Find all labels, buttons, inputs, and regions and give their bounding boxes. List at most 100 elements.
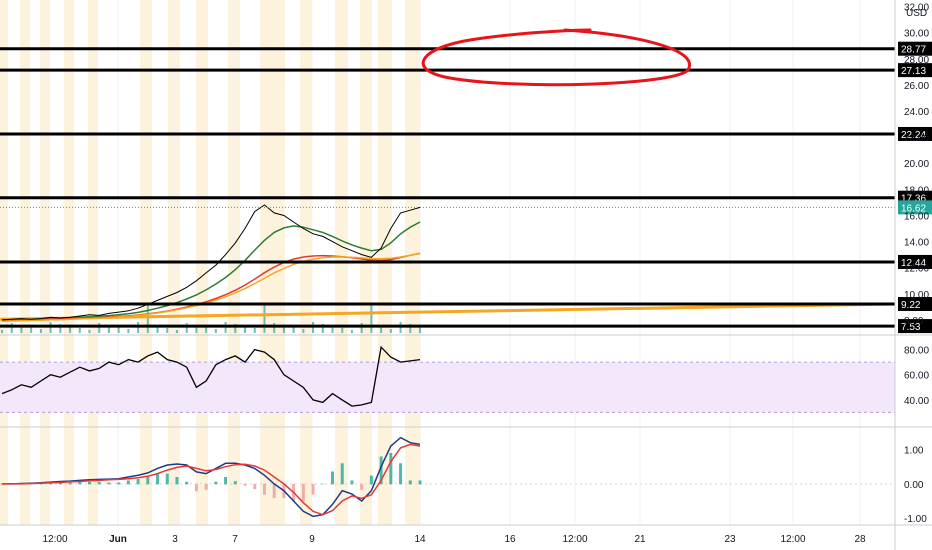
level-tag-6 bbox=[898, 319, 932, 334]
macd-hist-bar-13 bbox=[126, 480, 130, 485]
moving-average-line-2 bbox=[1, 252, 421, 322]
level-label-0: 28.77 bbox=[901, 45, 926, 56]
rsi-tick-label-1: 60.00 bbox=[904, 371, 929, 382]
macd-hist-bar-41 bbox=[399, 463, 403, 485]
volume-bar-37 bbox=[360, 323, 363, 333]
macd-hist-bar-24 bbox=[233, 481, 237, 485]
currency-label: USD bbox=[906, 8, 927, 19]
level-label-4: 12.44 bbox=[901, 258, 926, 269]
macd-hist-bar-21 bbox=[204, 483, 208, 490]
macd-hist-bar-27 bbox=[262, 483, 266, 495]
volume-bar-30 bbox=[292, 327, 295, 333]
macd-hist-bar-14 bbox=[136, 479, 140, 485]
volume-bar-13 bbox=[127, 329, 130, 333]
level-label-3: 17.36 bbox=[901, 194, 926, 205]
volume-bar-18 bbox=[175, 330, 178, 333]
price-tick-label-5: 22.00 bbox=[904, 133, 929, 144]
level-tag-0 bbox=[898, 41, 932, 56]
volume-bar-24 bbox=[234, 324, 237, 333]
time-tick-label-8: 21 bbox=[634, 534, 646, 545]
level-label-6: 7.53 bbox=[901, 322, 921, 333]
long-term-ma-line bbox=[0, 302, 896, 321]
level-tag-5 bbox=[898, 297, 932, 312]
price-tick-label-10: 12.00 bbox=[904, 264, 929, 275]
volume-bar-22 bbox=[214, 329, 217, 333]
macd-hist-bar-26 bbox=[253, 483, 257, 490]
price-tick-label-3: 26.00 bbox=[904, 81, 929, 92]
volume-bar-43 bbox=[419, 326, 421, 333]
price-tick-label-12: 8.00 bbox=[904, 316, 924, 327]
time-tick-label-1: Jun bbox=[109, 534, 127, 545]
macd-hist-bar-32 bbox=[311, 483, 315, 495]
volume-bar-8 bbox=[78, 328, 81, 333]
rsi-tick-label-0: 80.00 bbox=[904, 346, 929, 357]
volume-bar-21 bbox=[205, 327, 208, 333]
time-axis[interactable]: 12:00 Jun 3 7 9 14 16 12:00 21 23 12:00 28 bbox=[42, 534, 866, 545]
price-tick-label-7: 18.00 bbox=[904, 185, 929, 196]
horizontal-levels[interactable]: 28.77 27.13 22.24 17.36 12.44 9.22 7.53 bbox=[0, 41, 932, 334]
macd-hist-bar-19 bbox=[185, 481, 189, 485]
volume-bar-16 bbox=[156, 326, 159, 333]
time-tick-label-7: 12:00 bbox=[562, 534, 587, 545]
volume-bar-27 bbox=[263, 303, 266, 333]
price-line bbox=[1, 204, 421, 321]
macd-hist-bar-11 bbox=[107, 482, 111, 485]
volume-bar-10 bbox=[98, 323, 101, 333]
time-tick-label-5: 14 bbox=[414, 534, 426, 545]
moving-average-lines bbox=[0, 221, 896, 322]
macd-hist-bar-7 bbox=[68, 482, 72, 485]
volume-bar-31 bbox=[302, 329, 305, 333]
macd-hist-bar-40 bbox=[389, 453, 393, 485]
level-label-5: 9.22 bbox=[901, 300, 921, 311]
price-tick-label-2: 28.00 bbox=[904, 55, 929, 66]
rsi-band-fill bbox=[0, 362, 895, 413]
volume-bar-28 bbox=[273, 323, 276, 333]
rsi-line bbox=[1, 345, 421, 407]
time-tick-label-6: 16 bbox=[504, 534, 516, 545]
macd-hist-bar-36 bbox=[350, 480, 354, 485]
last-price-group: 16.62 bbox=[0, 200, 932, 215]
volume-bar-11 bbox=[107, 325, 110, 333]
level-label-1: 27.13 bbox=[901, 66, 926, 77]
macd-hist-bar-39 bbox=[379, 456, 383, 485]
time-tick-label-0: 12:00 bbox=[42, 534, 67, 545]
macd-hist-bar-37 bbox=[360, 483, 364, 490]
last-price-label: 16.62 bbox=[901, 203, 926, 214]
macd-hist-bar-10 bbox=[97, 481, 101, 485]
volume-bar-29 bbox=[282, 325, 285, 333]
price-tick-label-9: 14.00 bbox=[904, 238, 929, 249]
macd-series bbox=[0, 436, 895, 518]
annotation-ellipse[interactable] bbox=[421, 28, 691, 87]
volume-bar-3 bbox=[30, 327, 33, 333]
macd-hist-bar-8 bbox=[78, 481, 82, 485]
macd-hist-bar-28 bbox=[272, 483, 276, 499]
price-tick-label-4: 24.00 bbox=[904, 107, 929, 118]
volume-bar-40 bbox=[389, 329, 392, 333]
annotation-ellipse-path[interactable] bbox=[421, 28, 691, 87]
time-tick-label-11: 28 bbox=[854, 534, 866, 545]
macd-hist-bar-18 bbox=[175, 477, 179, 485]
volume-bar-17 bbox=[166, 328, 169, 333]
rsi-series bbox=[1, 345, 421, 407]
volume-bar-36 bbox=[350, 330, 353, 333]
volume-bar-7 bbox=[69, 326, 72, 333]
macd-hist-bar-15 bbox=[146, 477, 150, 485]
volume-bar-20 bbox=[195, 325, 198, 333]
macd-hist-bar-23 bbox=[224, 477, 228, 485]
rsi-tick-label-2: 40.00 bbox=[904, 396, 929, 407]
macd-tick-label-1: 0.00 bbox=[904, 480, 924, 491]
level-tag-1 bbox=[898, 63, 932, 78]
volume-bar-34 bbox=[331, 326, 334, 333]
price-tick-label-8: 16.00 bbox=[904, 211, 929, 222]
macd-hist-bar-38 bbox=[369, 475, 373, 485]
volume-bar-19 bbox=[185, 323, 188, 333]
time-tick-label-3: 7 bbox=[232, 534, 238, 545]
macd-tick-label-0: 1.00 bbox=[904, 446, 924, 457]
price-tick-label-1: 30.00 bbox=[904, 29, 929, 40]
volume-bar-9 bbox=[88, 330, 91, 333]
time-tick-label-10: 12:00 bbox=[780, 534, 805, 545]
